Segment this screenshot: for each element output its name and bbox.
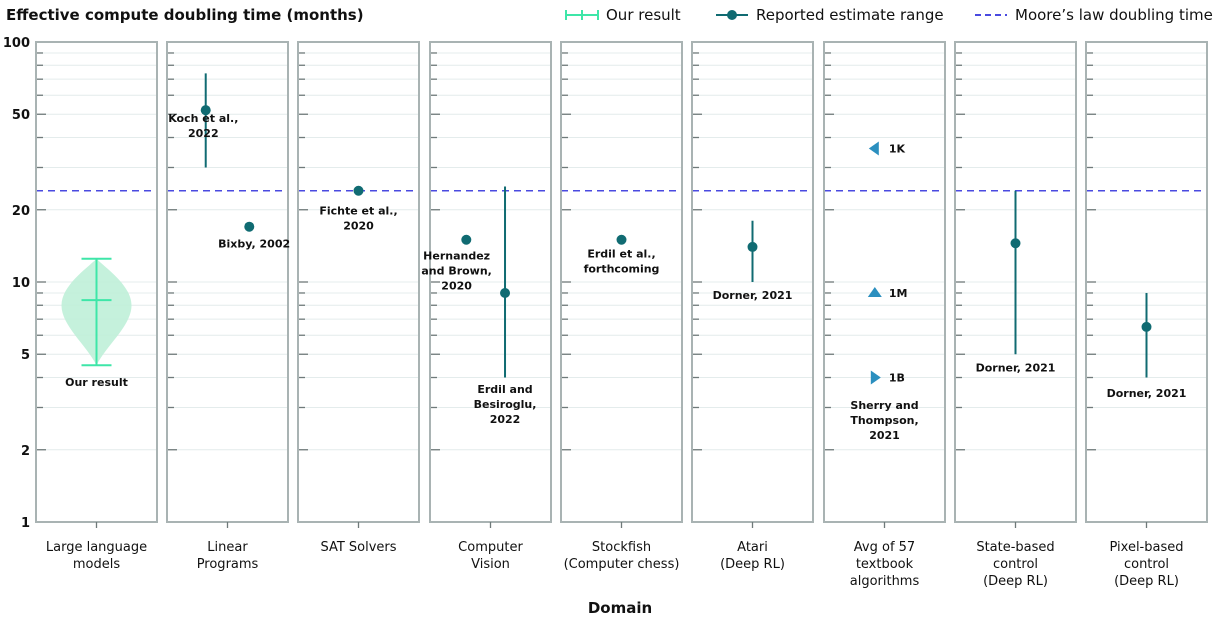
- panel: Pixel-based control (Deep RL) Dorner, 2021: [1085, 41, 1208, 589]
- annotation: Dorner, 2021: [976, 361, 1056, 374]
- y-tick-label: 1: [21, 516, 30, 531]
- legend-item: Our result: [565, 6, 681, 24]
- annotation: Erdil et al.,: [587, 248, 655, 261]
- panel: Linear Programs Koch et al., 2022 Bixby, 200…: [166, 41, 290, 572]
- legend-label: Reported estimate range: [756, 6, 944, 24]
- annotation: Thompson,: [850, 414, 918, 427]
- annotation: Besiroglu,: [474, 398, 537, 411]
- panel: Atari (Deep RL) Dorner, 2021: [691, 41, 814, 572]
- legend: Our result Reported estimate range Moore’s…: [565, 6, 1213, 24]
- category-label: models: [73, 557, 120, 572]
- annotation: 1K: [889, 142, 906, 155]
- annotation: 2022: [490, 413, 521, 426]
- category-label: (Deep RL): [720, 557, 785, 572]
- annotation: 2020: [441, 280, 472, 293]
- x-axis-label: Domain: [588, 599, 652, 617]
- category-label: textbook: [856, 557, 914, 572]
- annotation: forthcoming: [584, 263, 660, 276]
- estimate-dot: [461, 234, 472, 245]
- y-tick-label: 50: [12, 108, 30, 123]
- annotation: Hernandez: [423, 250, 490, 263]
- category-label: Programs: [197, 557, 259, 572]
- category-label: Large language: [46, 540, 147, 555]
- estimate-marker: [867, 286, 882, 297]
- legend-label: Moore’s law doubling time: [1015, 6, 1213, 24]
- panel: State-based control (Deep RL) Dorner, 2021: [954, 41, 1077, 589]
- y-tick-label: 20: [12, 204, 30, 219]
- annotation: Fichte et al.,: [319, 205, 397, 218]
- panels: Large language models Our result Linear Prog…: [35, 41, 1208, 589]
- category-label: Pixel-based: [1109, 540, 1183, 555]
- annotation: Our result: [65, 376, 128, 389]
- y-axis: 1 2 5 10 20 50 100: [3, 36, 30, 531]
- panel: Stockfish (Computer chess) Erdil et al., fo…: [560, 41, 683, 572]
- chart-title: Effective compute doubling time (months): [6, 6, 364, 24]
- category-label: control: [1124, 557, 1169, 572]
- category-label: algorithms: [850, 574, 920, 589]
- estimate-dot: [200, 105, 211, 116]
- category-label: control: [993, 557, 1038, 572]
- y-tick-label: 10: [12, 276, 30, 291]
- annotation: Sherry and: [850, 399, 918, 412]
- annotation: 2021: [869, 429, 900, 442]
- category-label: Atari: [737, 540, 768, 555]
- category-label: (Deep RL): [1114, 574, 1179, 589]
- annotation: 2020: [343, 220, 374, 233]
- category-label: SAT Solvers: [320, 540, 396, 555]
- panel: Large language models Our result: [35, 41, 158, 572]
- annotation: Bixby, 2002: [218, 238, 290, 251]
- estimate-dot: [244, 221, 255, 232]
- y-tick-label: 5: [21, 348, 30, 363]
- legend-swatch-dot: [727, 10, 737, 20]
- annotation: Erdil and: [477, 383, 532, 396]
- annotation: and Brown,: [421, 265, 492, 278]
- annotation: Dorner, 2021: [1107, 387, 1187, 400]
- annotation: 2022: [188, 127, 219, 140]
- category-label: Avg of 57: [854, 540, 915, 555]
- y-tick-label: 100: [3, 36, 30, 51]
- legend-item: Reported estimate range: [716, 6, 944, 24]
- estimate-dot: [616, 234, 627, 245]
- legend-label: Our result: [606, 6, 681, 24]
- category-label: Computer: [458, 540, 523, 555]
- category-label: Linear: [207, 540, 248, 555]
- annotation: 1M: [889, 287, 908, 300]
- annotation: Koch et al.,: [168, 112, 238, 125]
- y-tick-label: 2: [21, 444, 30, 459]
- estimate-dot: [500, 287, 511, 298]
- estimate-marker: [868, 141, 879, 156]
- annotation: 1B: [889, 372, 905, 385]
- estimate-dot: [1010, 238, 1021, 249]
- category-label: (Computer chess): [564, 557, 680, 572]
- estimate-dot: [1141, 321, 1152, 332]
- legend-item: Moore’s law doubling time: [975, 6, 1213, 24]
- category-label: State-based: [976, 540, 1054, 555]
- category-label: (Deep RL): [983, 574, 1048, 589]
- category-label: Vision: [471, 557, 510, 572]
- estimate-dot: [747, 241, 758, 252]
- panel: Avg of 57 textbook algorithms 1K 1M 1B Sherry …: [823, 41, 946, 589]
- category-label: Stockfish: [592, 540, 651, 555]
- panel: SAT Solvers Fichte et al., 2020: [297, 41, 420, 555]
- estimate-marker: [870, 370, 881, 385]
- estimate-dot: [353, 185, 364, 196]
- panel: Computer Vision Hernandez and Brown, 2020 Erd…: [421, 41, 552, 572]
- annotation: Dorner, 2021: [713, 289, 793, 302]
